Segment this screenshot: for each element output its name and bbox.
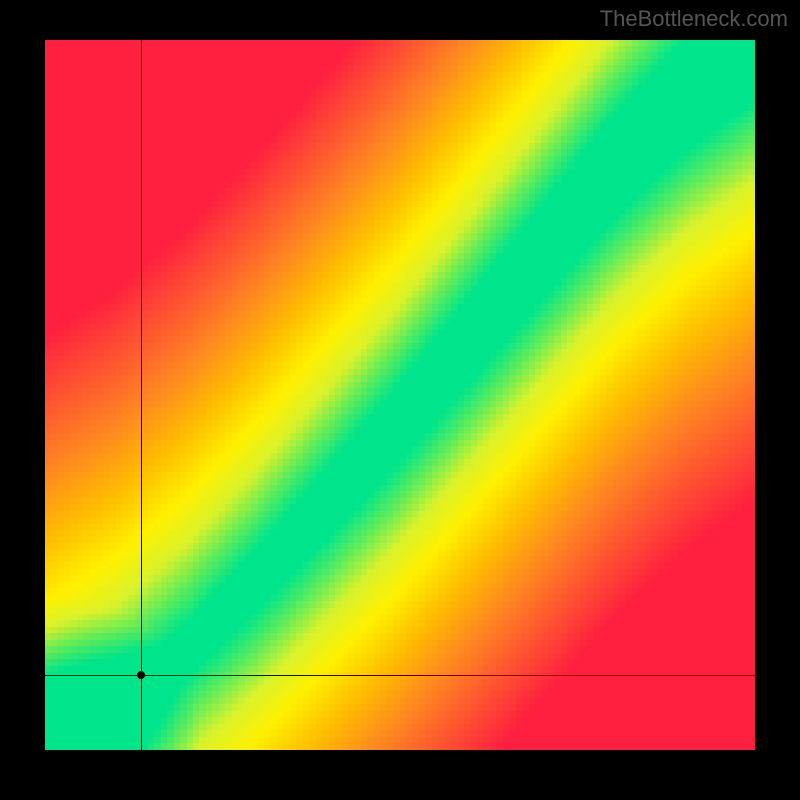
plot-area	[45, 40, 755, 750]
heatmap-canvas	[45, 40, 755, 750]
chart-container: TheBottleneck.com	[0, 0, 800, 800]
watermark-text: TheBottleneck.com	[600, 6, 788, 32]
